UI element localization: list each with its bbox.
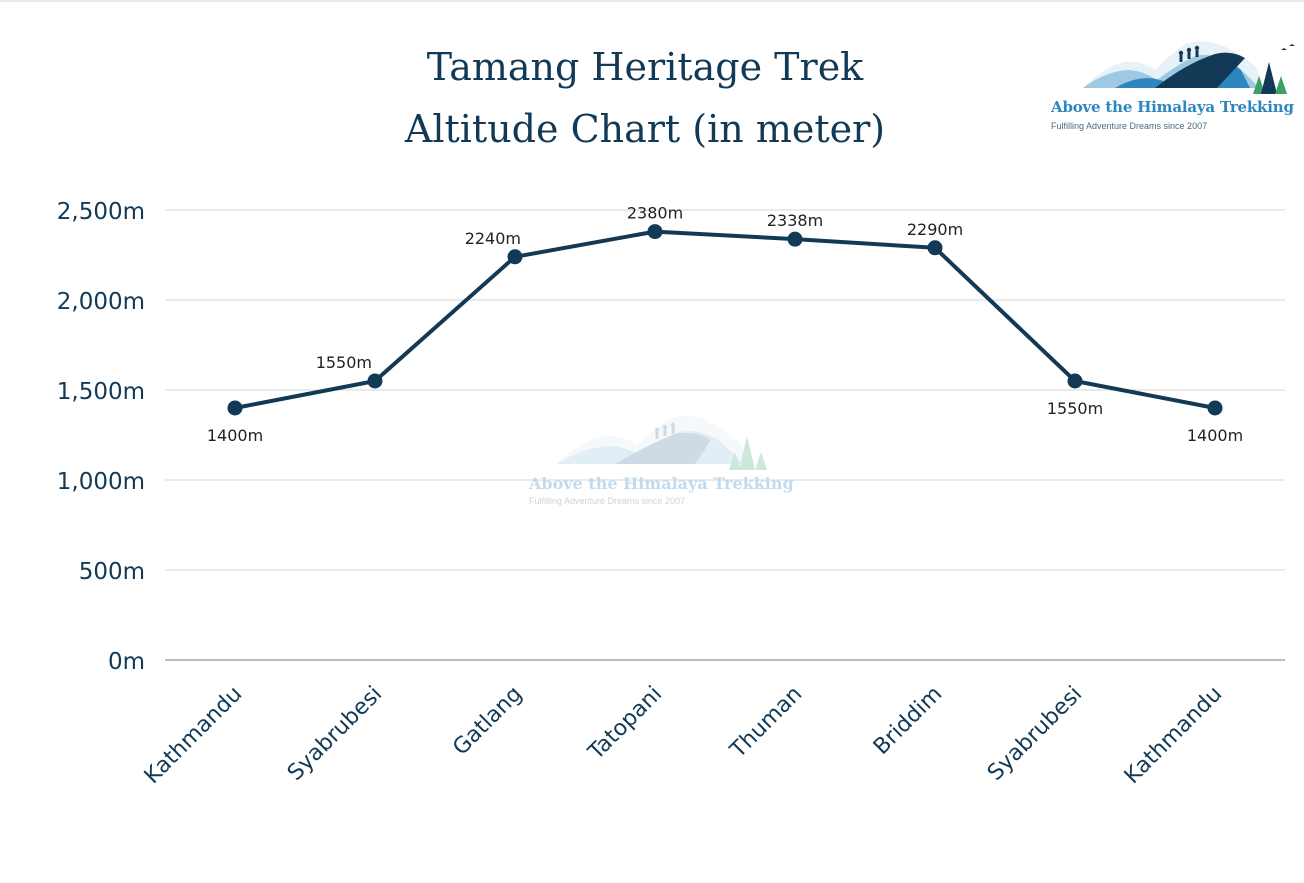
data-point xyxy=(507,249,523,265)
x-tick-label: Syabrubesi xyxy=(983,682,1087,786)
watermark-mountain-icon xyxy=(557,415,767,470)
data-point xyxy=(647,224,663,240)
data-label: 1400m xyxy=(207,426,263,445)
watermark-name: Above the Himalaya Trekking xyxy=(529,474,794,493)
y-tick-label: 1,500m xyxy=(57,379,145,405)
x-tick-label: Tatopani xyxy=(583,682,667,766)
y-tick-label: 1,000m xyxy=(57,469,145,495)
x-tick-label: Gatlang xyxy=(448,682,527,761)
data-point xyxy=(1067,373,1083,389)
data-point xyxy=(367,373,383,389)
x-tick-label: Thuman xyxy=(725,682,807,764)
data-label: 2338m xyxy=(767,211,823,230)
y-tick-label: 0m xyxy=(108,649,145,675)
chart-title-line-1: Tamang Heritage Trek xyxy=(426,45,864,89)
chart-title: Tamang Heritage Trek Altitude Chart (in … xyxy=(340,36,950,160)
logo-name: Above the Himalaya Trekking xyxy=(1051,98,1294,116)
y-tick-label: 500m xyxy=(79,559,145,585)
data-point xyxy=(787,231,803,247)
x-tick-label: Syabrubesi xyxy=(283,682,387,786)
data-label: 2290m xyxy=(907,220,963,239)
y-tick-label: 2,000m xyxy=(57,289,145,315)
data-point xyxy=(927,240,943,256)
data-label: 2380m xyxy=(627,204,683,223)
chart-title-line-2: Altitude Chart (in meter) xyxy=(404,107,886,151)
y-tick-label: 2,500m xyxy=(57,199,145,225)
data-label: 2240m xyxy=(465,229,521,248)
x-tick-label: Briddim xyxy=(869,682,947,760)
watermark-tagline: Fulfilling Adventure Dreams since 2007 xyxy=(529,496,686,506)
data-label: 1550m xyxy=(1047,399,1103,418)
data-point xyxy=(1207,400,1223,416)
mountain-logo-icon xyxy=(1083,41,1295,94)
altitude-series-line xyxy=(233,229,1217,410)
logo-tagline: Fulfilling Adventure Dreams since 2007 xyxy=(1051,121,1208,131)
x-tick-label: Kathmandu xyxy=(140,682,247,789)
data-label: 1550m xyxy=(316,353,372,372)
watermark-logo: Above the Himalaya Trekking Fulfilling A… xyxy=(525,410,794,510)
company-logo: Above the Himalaya Trekking Fulfilling A… xyxy=(1045,36,1300,136)
x-tick-label: Kathmandu xyxy=(1120,682,1227,789)
top-divider xyxy=(0,0,1304,2)
data-label: 1400m xyxy=(1187,426,1243,445)
data-point xyxy=(227,400,243,416)
